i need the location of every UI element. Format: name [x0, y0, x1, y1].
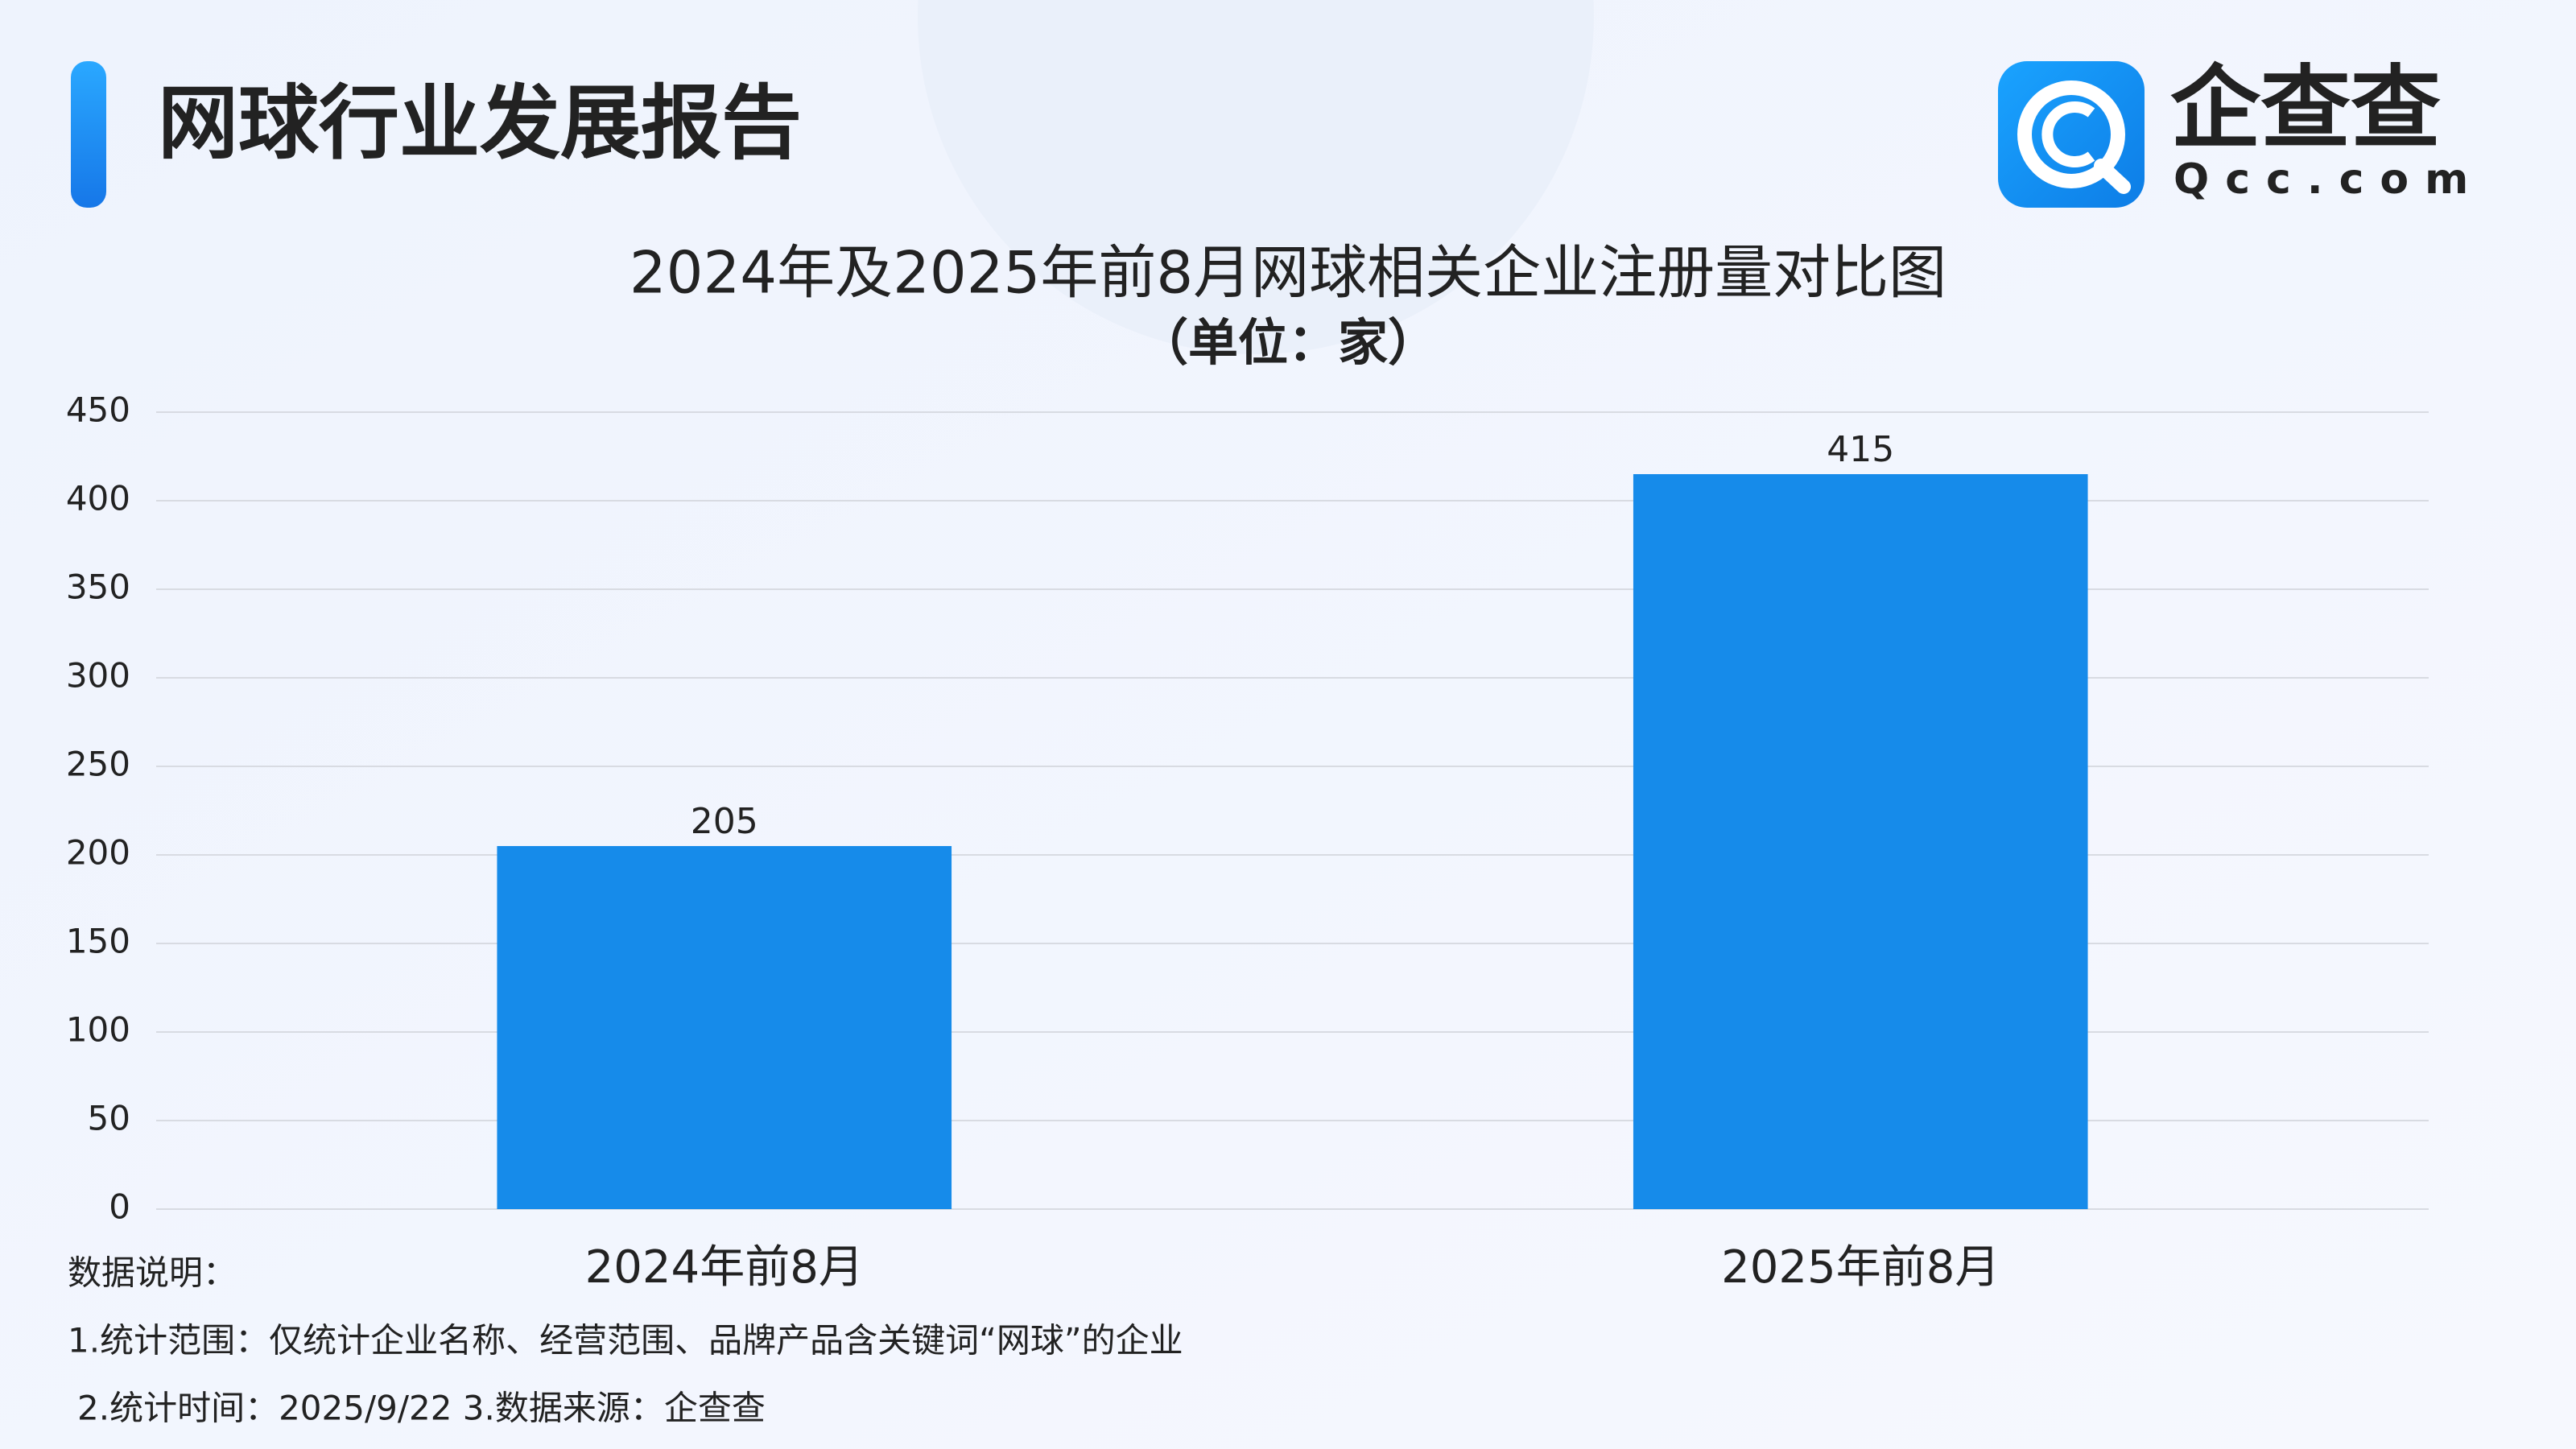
- bar: [497, 846, 952, 1209]
- chart-title: 2024年及2025年前8月网球相关企业注册量对比图: [630, 239, 1946, 307]
- y-tick-label: 150: [66, 922, 130, 961]
- y-tick-label: 300: [66, 656, 130, 696]
- title-accent: [71, 61, 106, 208]
- logo-c: [2041, 101, 2095, 167]
- y-tick-label: 400: [66, 479, 130, 518]
- y-tick-label: 250: [66, 745, 130, 784]
- decor: [918, 0, 1594, 354]
- logo-tail: [2094, 159, 2131, 194]
- y-tick-label: 350: [66, 568, 130, 607]
- page-title: 网球行业发展报告: [158, 76, 802, 170]
- y-tick-label: 50: [88, 1099, 130, 1138]
- y-tick-label: 200: [66, 833, 130, 873]
- value-label: 205: [691, 801, 758, 842]
- logo-text: 企查查: [2170, 56, 2441, 161]
- bar: [1633, 474, 2088, 1209]
- y-tick-label: 100: [66, 1010, 130, 1050]
- x-tick-label: 2024年前8月: [585, 1241, 864, 1294]
- chart-subtitle: （单位：家）: [1138, 313, 1438, 372]
- y-tick-label: 0: [109, 1187, 130, 1227]
- logo-sub: Qcc.com: [2174, 155, 2484, 204]
- logo-ring: [2017, 80, 2125, 188]
- note: 数据说明：: [68, 1253, 237, 1293]
- note: 1.统计范围：仅统计企业名称、经营范围、品牌产品含关键词“网球”的企业: [68, 1321, 1183, 1360]
- y-tick-label: 450: [66, 390, 130, 430]
- note: 2.统计时间：2025/9/22 3.数据来源：企查查: [77, 1389, 766, 1428]
- x-tick-label: 2025年前8月: [1721, 1241, 2000, 1294]
- value-label: 415: [1827, 429, 1894, 470]
